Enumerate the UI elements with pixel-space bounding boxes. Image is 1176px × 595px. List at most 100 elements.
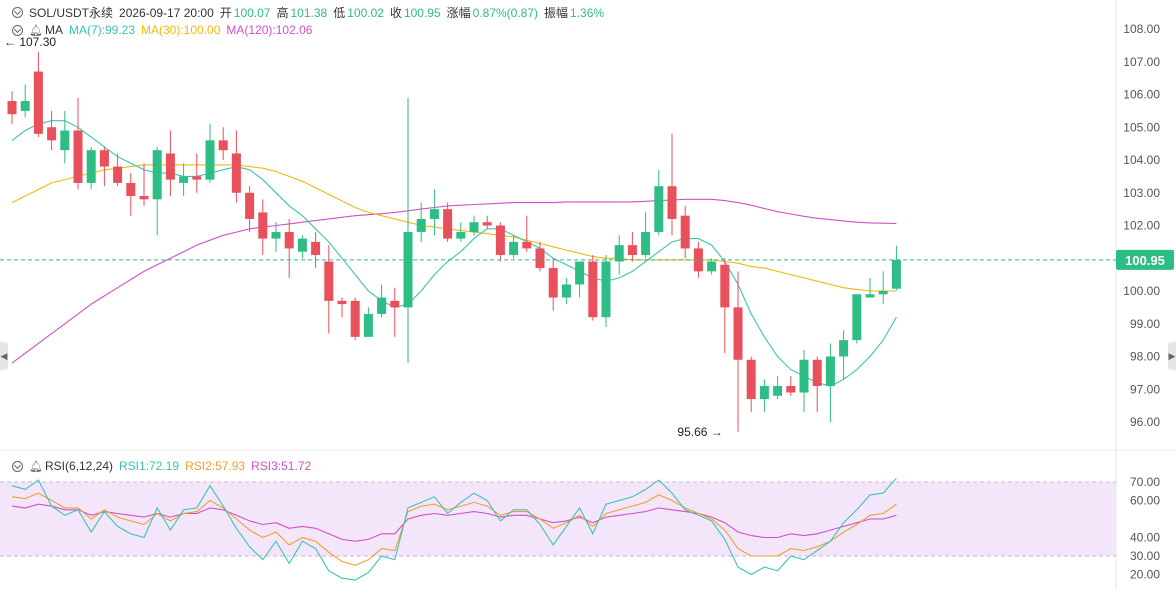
candle-body	[891, 259, 901, 289]
open-value: 100.07	[233, 5, 271, 20]
candle-body	[377, 297, 387, 314]
candle-body	[429, 209, 439, 219]
amplitude-label: 振幅	[544, 6, 569, 20]
high-value: 101.38	[290, 5, 328, 20]
candle-body	[20, 101, 30, 111]
candle-body	[416, 218, 426, 233]
candle-body	[33, 71, 43, 134]
candle-body	[47, 127, 57, 141]
rsi-tick-label: 60.00	[1130, 494, 1160, 508]
change-label: 涨幅	[446, 6, 471, 20]
candle-body	[522, 241, 532, 249]
min-price-marker: 95.66 →	[677, 425, 722, 439]
price-tick-label: 107.00	[1123, 55, 1160, 69]
candle-body	[693, 248, 703, 272]
candle-body	[73, 130, 83, 183]
candle-body	[548, 268, 558, 298]
ma-collapse-icon[interactable]	[12, 24, 23, 36]
candle-body	[258, 212, 268, 239]
candle-body	[825, 356, 835, 386]
rsi-label[interactable]: RSI(6,12,24)	[44, 459, 114, 473]
low-label: 低	[333, 6, 346, 20]
price-tick-label: 106.00	[1123, 88, 1160, 102]
price-tick-label: 99.00	[1130, 317, 1160, 331]
candle-body	[707, 261, 717, 272]
max-price-marker: ← 107.30	[4, 35, 56, 49]
candle-body	[852, 294, 862, 341]
candle-body	[720, 264, 730, 308]
candle-body	[113, 166, 123, 183]
candle-body	[456, 232, 466, 239]
scroll-left-handle[interactable]: ◀	[0, 342, 8, 370]
high-label: 高	[276, 6, 289, 20]
candle-body	[773, 385, 783, 396]
ma7-line	[11, 120, 897, 387]
candle-body	[403, 232, 413, 308]
ma30-legend: MA(30):100.00	[141, 23, 221, 37]
candle-body	[324, 261, 334, 301]
rsi-band	[0, 482, 1116, 556]
rsi3-legend: RSI3:51.72	[251, 459, 312, 473]
last-price-tag	[1116, 249, 1174, 270]
candle-body	[152, 150, 162, 200]
scroll-right-handle[interactable]: ▶	[1168, 342, 1176, 370]
candle-body	[535, 248, 545, 269]
close-value: 100.95	[403, 5, 441, 20]
datetime-label: 2026-09-17 20:00	[119, 5, 214, 20]
candle-body	[641, 232, 651, 255]
candle-body	[231, 153, 241, 193]
symbol-label[interactable]: SOL/USDT永续	[29, 6, 114, 20]
open-label: 开	[219, 6, 232, 20]
candle-body	[878, 291, 888, 295]
candle-body	[179, 176, 189, 183]
candle-body	[509, 241, 519, 255]
candle-body	[337, 300, 347, 305]
price-tick-label: 104.00	[1123, 153, 1160, 167]
candle-body	[865, 294, 875, 298]
collapse-toggle-icon[interactable]	[12, 7, 23, 18]
candle-body	[311, 241, 321, 255]
rsi3-line	[11, 503, 897, 542]
rsi-tick-label: 70.00	[1130, 475, 1160, 489]
candle-body	[746, 359, 756, 400]
candle-body	[667, 186, 677, 219]
candle-body	[192, 176, 202, 180]
candle-body	[218, 140, 228, 151]
candle-body	[245, 192, 255, 219]
change-value: 0.87%(0.87)	[472, 5, 539, 20]
candle-body	[482, 222, 492, 226]
rsi-tick-label: 40.00	[1130, 531, 1160, 545]
rsi-tick-label: 30.00	[1130, 549, 1160, 563]
ma120-line	[11, 198, 897, 364]
candle-body	[601, 261, 611, 318]
price-tick-label: 97.00	[1130, 382, 1160, 396]
candle-body	[627, 245, 637, 255]
candle-body	[165, 153, 175, 180]
candle-body	[575, 261, 585, 285]
price-tick-label: 103.00	[1123, 186, 1160, 200]
candle-body	[654, 186, 664, 233]
low-value: 100.02	[347, 5, 384, 20]
candle-body	[588, 261, 598, 318]
last-price-label: 100.95	[1125, 253, 1165, 268]
rsi-tick-label: 20.00	[1130, 568, 1160, 582]
ma120-legend: MA(120):102.06	[226, 23, 313, 37]
candle-body	[297, 238, 307, 252]
candle-body	[839, 340, 849, 357]
candle-body	[812, 359, 822, 386]
rsi-bell-icon[interactable]: 🔔︎	[29, 460, 43, 473]
ma-label[interactable]: MA	[44, 23, 63, 37]
price-tick-label: 102.00	[1123, 219, 1160, 233]
rsi1-line	[11, 477, 897, 581]
amplitude-value: 1.36%	[570, 5, 605, 20]
price-tick-label: 108.00	[1123, 22, 1160, 36]
bell-icon[interactable]: 🔔︎	[29, 24, 43, 37]
candle-body	[786, 385, 796, 393]
price-tick-label: 105.00	[1123, 120, 1160, 134]
candle-body	[271, 232, 281, 239]
price-tick-label: 96.00	[1130, 415, 1160, 429]
candle-body	[733, 307, 743, 360]
rsi-collapse-icon[interactable]	[12, 460, 23, 472]
